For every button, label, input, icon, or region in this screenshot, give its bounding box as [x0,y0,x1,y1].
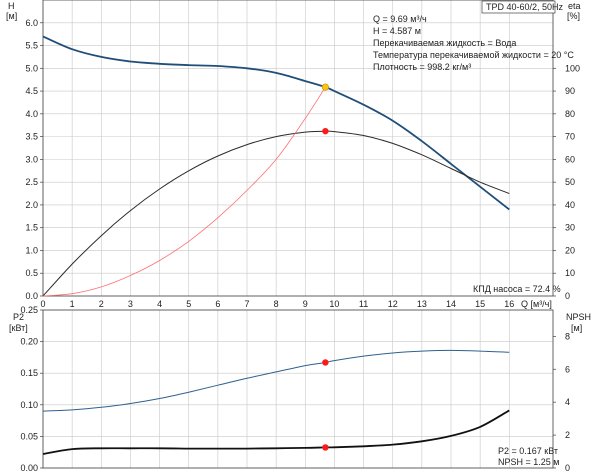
right-tick-label: 0 [565,463,570,473]
info-density: Плотность = 998.2 кг/м³ [373,62,471,72]
left-tick-label: 4.5 [25,86,38,96]
duty-point-power [322,359,329,366]
npsh-curve [42,409,510,455]
left-tick-label: 2.0 [25,200,38,210]
x-tick-label: 13 [417,299,427,309]
system-curve [42,86,326,297]
power-curve [42,349,510,412]
right-tick-label: 100 [565,63,580,73]
x-tick-label: 5 [186,299,191,309]
left-tick-label: 1.0 [25,245,38,255]
x-tick-label: 14 [446,299,456,309]
duty-point-npsh [322,444,329,451]
head-axis-label: H [8,1,15,11]
efficiency-note: КПД насоса = 72.4 % [473,284,561,294]
head-curve [42,35,510,211]
info-head: H = 4.587 м [373,26,421,36]
operating-info: Q = 9.69 м³/ч H = 4.587 м Перекачиваемая… [373,14,574,72]
x-tick-label: 4 [157,299,162,309]
x-tick-label: 2 [99,299,104,309]
info-flow: Q = 9.69 м³/ч [373,14,427,24]
right-tick-label: 4 [565,397,570,407]
duty-point-head [321,83,329,91]
left-tick-label: 6.0 [25,18,38,28]
x-tick-label: 12 [388,299,398,309]
left-tick-label: 5.5 [25,41,38,51]
right-tick-label: 80 [565,109,575,119]
left-tick-label: 1.5 [25,223,38,233]
left-tick-label: 0.15 [20,368,38,378]
info-temperature: Температура перекачиваемой жидкости = 20… [373,50,574,60]
right-tick-label: 30 [565,223,575,233]
right-tick-label: 70 [565,132,575,142]
left-tick-label: 0.0 [25,291,38,301]
right-tick-label: 6 [565,364,570,374]
right-tick-label: 60 [565,154,575,164]
right-tick-label: 2 [565,430,570,440]
eta-axis-label: eta [568,1,581,11]
left-tick-label: 0.5 [25,268,38,278]
x-tick-label: 6 [215,299,220,309]
power-axis-unit: [кВт] [9,323,28,333]
pump-model-title: TPD 40-60/2, 50Hz [486,2,564,12]
x-tick-label: 7 [244,299,249,309]
right-tick-label: 40 [565,200,575,210]
x-tick-label: 10 [329,299,339,309]
right-tick-label: 20 [565,245,575,255]
x-tick-label: 3 [128,299,133,309]
right-tick-label: 8 [565,331,570,341]
right-tick-label: 0 [565,291,570,301]
left-tick-label: 3.0 [25,154,38,164]
npsh-axis-unit: [м] [571,323,582,333]
left-tick-label: 0.25 [20,305,38,315]
left-tick-label: 0.00 [20,463,38,473]
duty-point-efficiency [322,127,329,135]
x-tick-label: 16 [504,299,514,309]
info-liquid: Перекачиваемая жидкость = Вода [373,38,516,48]
right-tick-label: 50 [565,177,575,187]
left-tick-label: 0.05 [20,431,38,441]
bottom-plot-frame [42,309,554,469]
x-tick-label: 11 [359,299,368,309]
left-tick-label: 2.5 [25,177,38,187]
efficiency-curve [42,130,510,297]
left-tick-label: 5.0 [25,63,38,73]
head-efficiency-plot: 0 1 2 3 4 5 6 7 8 9 10 11 12 13 14 15 16 0.00.51.01.52.0… [6,0,581,309]
npsh-axis-label: NPSH [566,312,591,322]
flow-axis-label: Q [м³/ч] [521,299,552,309]
top-plot-frame [42,0,554,297]
x-tick-label: 15 [475,299,485,309]
head-axis-unit: [м] [6,11,17,21]
pump-model-box [481,0,556,14]
right-tick-label: 90 [565,86,575,96]
left-tick-label: 0.10 [20,400,38,410]
x-tick-label: 9 [303,299,308,309]
left-tick-label: 3.5 [25,132,38,142]
info-npsh: NPSH = 1.25 м [498,457,559,467]
left-tick-label: 0.20 [20,337,38,347]
right-tick-label: 10 [565,268,575,278]
x-tick-label: 0 [40,299,45,309]
info-power: P2 = 0.167 кВт [498,446,558,456]
left-tick-label: 4.0 [25,109,38,119]
eta-axis-unit: [%] [567,11,580,21]
x-tick-label: 8 [274,299,279,309]
x-tick-label: 1 [70,299,75,309]
power-axis-label: P2 [13,312,24,322]
